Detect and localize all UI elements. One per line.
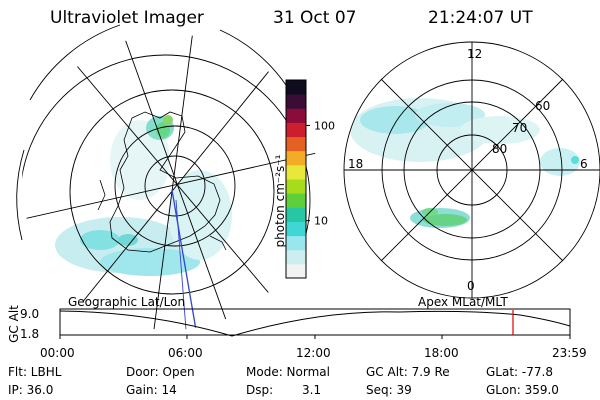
colorbar-segment [286, 80, 306, 95]
mode-value: Mode: Normal [246, 365, 330, 379]
colorbar-segment [286, 249, 306, 265]
ip-value: IP: 36.0 [8, 383, 54, 397]
glon-value: GLon: 359.0 [486, 383, 559, 397]
colorbar-tick-label: 100 [314, 119, 335, 132]
time-tick-1: 06:00 [168, 346, 203, 360]
colorbar-segment [286, 235, 306, 251]
glat-value: GLat: -77.8 [486, 365, 553, 379]
colorbar-segment [286, 193, 306, 208]
mag-panel-caption: Apex MLat/MLT [418, 295, 508, 309]
alt-tick-high: 9.0 [20, 307, 40, 321]
alt-tick-low: 1.8 [20, 327, 40, 341]
colorbar-segment [286, 207, 306, 222]
mlt-label-18: 18 [348, 157, 364, 171]
time-tick-3: 18:00 [424, 346, 459, 360]
altitude-curve [59, 310, 571, 337]
gc-alt-value: GC Alt: 7.9 Re [366, 365, 450, 379]
geo-graticule [22, 34, 318, 330]
dsp-label: Dsp: [246, 383, 274, 397]
seq-value: Seq: 39 [366, 383, 412, 397]
time-tick-4: 23:59 [552, 346, 587, 360]
colorbar-segment [286, 221, 306, 237]
filter-value: Flt: LBHL [8, 365, 62, 379]
geo-panel-caption: Geographic Lat/Lon [68, 295, 186, 309]
dsp-value: 3.1 [302, 383, 322, 397]
colorbar-segment [286, 108, 306, 123]
time-tick-2: 12:00 [296, 346, 331, 360]
mlat-label-70: 70 [512, 121, 528, 135]
mlt-label-12: 12 [467, 47, 483, 61]
colorbar-segment [286, 263, 306, 279]
geo-track-line [171, 189, 197, 330]
colorbar-segment [286, 122, 306, 138]
mlt-label-0: 0 [467, 279, 475, 293]
instrument-title: Ultraviolet Imager [50, 8, 204, 28]
colorbar-segment [286, 94, 306, 109]
mag-graticule [343, 41, 600, 299]
door-status: Door: Open [126, 365, 195, 379]
colorbar-segment [286, 179, 306, 194]
colorbar-segment [286, 164, 306, 180]
colorbar-segment [286, 150, 306, 166]
observation-date: 31 Oct 07 [273, 8, 357, 28]
observation-time: 21:24:07 UT [428, 8, 533, 28]
colorbar-tick-label: 10 [314, 215, 328, 228]
mlat-label-60: 60 [535, 99, 551, 113]
mlt-label-6: 6 [580, 157, 588, 171]
colorbar-segment [286, 136, 306, 152]
mlat-label-80: 80 [492, 142, 508, 156]
geo-coastline [97, 111, 227, 253]
colorbar-frame [285, 79, 307, 279]
time-tick-0: 00:00 [40, 346, 75, 360]
gain-value: Gain: 14 [126, 383, 177, 397]
